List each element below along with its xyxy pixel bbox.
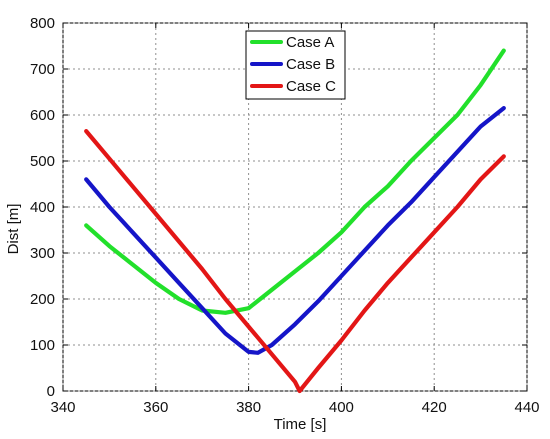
legend-label-case-b: Case B: [286, 56, 335, 73]
x-axis-label: Time [s]: [274, 416, 327, 433]
legend-label-case-c: Case C: [286, 78, 336, 95]
y-tick-label: 500: [30, 153, 55, 170]
grid-layer: [62, 22, 528, 392]
tick-layer: 340 360 380 400 420 440 0 100 200 300 400 500 600 700…: [30, 15, 540, 416]
x-tick-label: 360: [143, 399, 168, 416]
x-tick-label: 380: [236, 399, 261, 416]
y-tick-label: 800: [30, 15, 55, 32]
x-tick-label: 400: [329, 399, 354, 416]
y-tick-label: 100: [30, 337, 55, 354]
y-tick-label: 600: [30, 107, 55, 124]
y-axis-label: Dist [m]: [5, 204, 22, 255]
y-tick-label: 400: [30, 199, 55, 216]
series-layer: [84, 48, 506, 394]
y-tick-label: 0: [47, 383, 55, 400]
x-tick-label: 440: [514, 399, 539, 416]
y-tick-label: 700: [30, 61, 55, 78]
series-line-case-c: [84, 129, 506, 394]
series-line-case-a: [84, 48, 506, 315]
x-tick-label: 420: [422, 399, 447, 416]
series-line-case-b: [84, 106, 506, 355]
x-tick-label: 340: [50, 399, 75, 416]
y-tick-label: 300: [30, 245, 55, 262]
y-tick-label: 200: [30, 291, 55, 308]
legend: Case A Case B Case C: [245, 30, 346, 100]
legend-label-case-a: Case A: [286, 34, 334, 51]
